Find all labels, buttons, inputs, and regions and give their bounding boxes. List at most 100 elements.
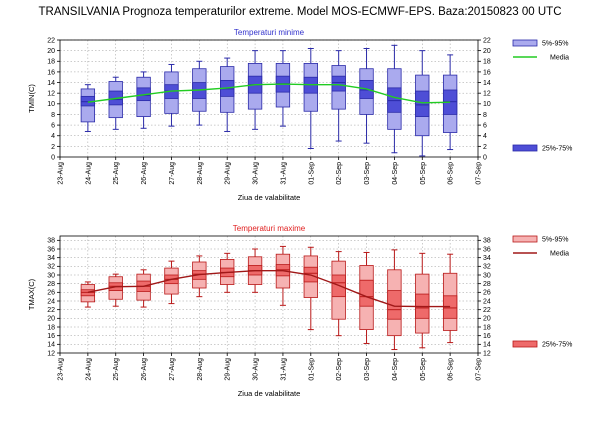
- y-tick-label-right: 36: [483, 246, 491, 253]
- box-25-75: [415, 90, 430, 117]
- tmax-x-axis-label: Ziua de valabilitate: [238, 389, 301, 398]
- y-tick-label: 0: [51, 154, 55, 161]
- tmin-x-axis-label: Ziua de valabilitate: [238, 193, 301, 202]
- box-31-Aug: [275, 50, 291, 127]
- x-tick-label: 23-Aug: [58, 358, 65, 381]
- y-tick-label-right: 32: [483, 264, 491, 271]
- y-tick-label-right: 24: [483, 298, 491, 305]
- y-tick-label: 4: [51, 133, 55, 140]
- box-01-Sep: [303, 246, 318, 331]
- box-06-Sep: [442, 54, 458, 151]
- x-tick-label: 24-Aug: [85, 162, 92, 185]
- x-tick-label: 26-Aug: [141, 358, 148, 381]
- box-29-Aug: [220, 57, 235, 132]
- tmax-chart-title: Temperaturi maxime: [233, 224, 306, 233]
- page-title: TRANSILVANIA Prognoza temperaturilor ext…: [38, 6, 562, 18]
- x-tick-label: 07-Sep: [476, 358, 483, 381]
- legend-label-mean: Media: [550, 55, 569, 62]
- y-tick-label-right: 14: [483, 342, 491, 349]
- x-tick-label: 28-Aug: [197, 358, 204, 381]
- x-tick-label: 02-Sep: [336, 162, 343, 185]
- y-tick-label: 22: [47, 37, 55, 44]
- y-tick-label-right: 4: [483, 133, 487, 140]
- box-26-Aug: [136, 71, 151, 129]
- y-tick-label-right: 16: [483, 333, 491, 340]
- x-tick-label: 31-Aug: [280, 162, 287, 185]
- y-tick-label-right: 22: [483, 37, 491, 44]
- tmin-legend: 5%-95% Media 25%-75%: [512, 39, 572, 153]
- x-tick-label: 26-Aug: [141, 162, 148, 185]
- box-24-Aug: [80, 281, 96, 308]
- box-02-Sep: [331, 251, 346, 337]
- legend-label-mean: Media: [550, 251, 569, 258]
- x-tick-label: 27-Aug: [169, 162, 176, 185]
- tmax-legend: 5%-95% Media 25%-75%: [512, 235, 572, 349]
- y-tick-label-right: 20: [483, 316, 491, 323]
- legend-swatch-outer: [512, 39, 538, 47]
- y-tick-label: 18: [47, 59, 55, 66]
- box-28-Aug: [192, 60, 207, 126]
- y-tick-label-right: 30: [483, 272, 491, 279]
- legend-swatch-inner: [512, 144, 538, 152]
- tmin-y-axis-label: TMIN(C): [27, 84, 36, 113]
- tmin-plot-frame: [59, 39, 479, 158]
- box-05-Sep: [415, 252, 430, 349]
- box-25-75: [387, 290, 402, 320]
- y-tick-label: 30: [47, 272, 55, 279]
- x-tick-label: 05-Sep: [420, 358, 427, 381]
- box-24-Aug: [80, 84, 96, 132]
- x-tick-label: 23-Aug: [58, 162, 65, 185]
- box-31-Aug: [275, 245, 291, 306]
- tmin-mean-line: [87, 83, 451, 104]
- y-tick-label: 22: [47, 307, 55, 314]
- y-tick-label-right: 22: [483, 307, 491, 314]
- y-tick-label: 2: [51, 144, 55, 151]
- x-tick-label: 29-Aug: [225, 358, 232, 381]
- box-06-Sep: [442, 253, 458, 344]
- y-tick-label: 20: [47, 316, 55, 323]
- y-tick-label-right: 28: [483, 281, 491, 288]
- y-tick-label: 28: [47, 281, 55, 288]
- box-30-Aug: [247, 50, 263, 130]
- box-28-Aug: [192, 255, 207, 298]
- box-04-Sep: [387, 249, 402, 351]
- y-tick-label-right: 26: [483, 290, 491, 297]
- y-tick-label: 18: [47, 324, 55, 331]
- box-25-Aug: [108, 76, 123, 130]
- box-27-Aug: [164, 63, 179, 127]
- y-tick-label-right: 18: [483, 324, 491, 331]
- y-tick-label: 36: [47, 246, 55, 253]
- y-tick-label: 12: [47, 350, 55, 357]
- y-tick-label: 26: [47, 290, 55, 297]
- x-tick-label: 06-Sep: [448, 162, 455, 185]
- y-tick-label-right: 12: [483, 350, 491, 357]
- y-tick-label-right: 18: [483, 59, 491, 66]
- box-03-Sep: [359, 251, 374, 344]
- y-tick-label-right: 16: [483, 69, 491, 76]
- y-tick-label: 32: [47, 264, 55, 271]
- box-25-75: [331, 75, 346, 92]
- y-tick-label-right: 10: [483, 101, 491, 108]
- x-tick-label: 31-Aug: [280, 358, 287, 381]
- y-tick-label-right: 34: [483, 255, 491, 262]
- box-25-75: [359, 279, 374, 307]
- y-tick-label: 34: [47, 255, 55, 262]
- x-tick-label: 07-Sep: [476, 162, 483, 185]
- x-tick-label: 25-Aug: [113, 162, 120, 185]
- box-01-Sep: [303, 48, 318, 149]
- y-tick-label-right: 2: [483, 144, 487, 151]
- box-25-Aug: [108, 273, 123, 307]
- x-tick-label: 27-Aug: [169, 358, 176, 381]
- x-tick-label: 30-Aug: [253, 358, 260, 381]
- x-tick-label: 01-Sep: [308, 358, 315, 381]
- x-tick-label: 03-Sep: [364, 358, 371, 381]
- tmax-plot-frame: [59, 235, 479, 354]
- y-tick-label-right: 38: [483, 238, 491, 245]
- tmin-chart-title: Temperaturi minime: [234, 28, 305, 37]
- legend-label-outer: 5%-95%: [542, 237, 568, 244]
- x-tick-label: 04-Sep: [392, 358, 399, 381]
- legend-swatch-inner: [512, 340, 538, 348]
- y-tick-label: 16: [47, 69, 55, 76]
- box-27-Aug: [164, 260, 179, 305]
